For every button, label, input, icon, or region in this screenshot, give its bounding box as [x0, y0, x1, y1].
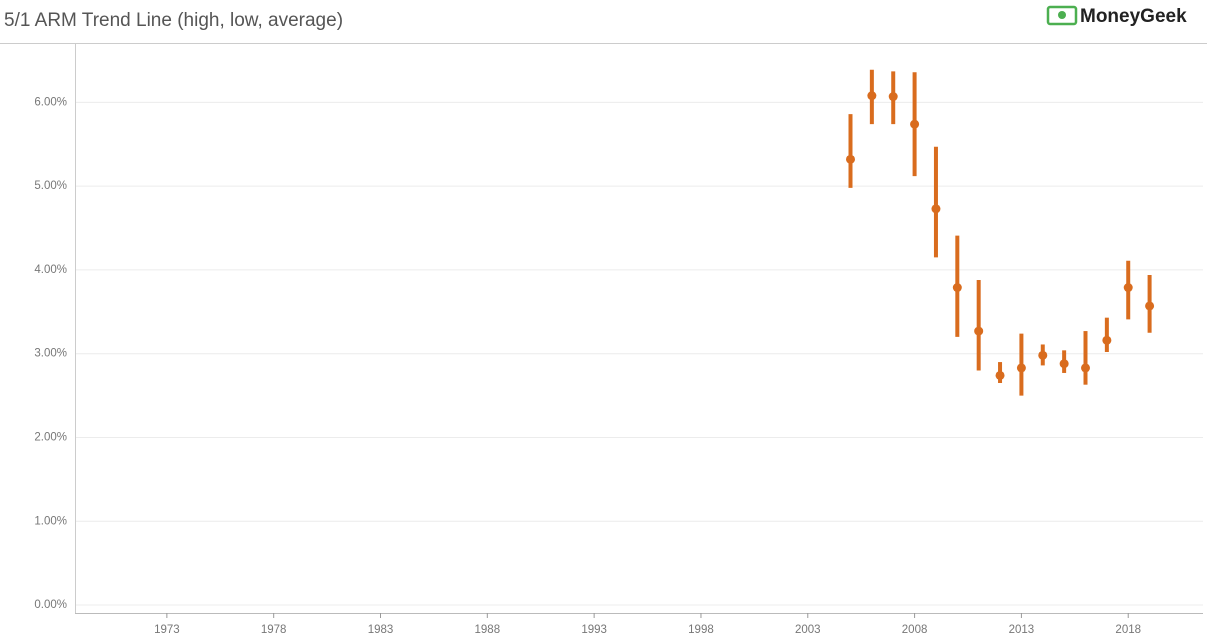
y-tick-label: 5.00% — [34, 180, 67, 192]
average-point — [974, 326, 984, 336]
chart-title: 5/1 ARM Trend Line (high, low, average) — [4, 10, 343, 31]
x-tick-label: 1993 — [581, 624, 607, 636]
x-tick-label: 1973 — [154, 624, 180, 636]
y-tick-label: 0.00% — [34, 599, 67, 611]
x-tick-label: 1983 — [368, 624, 394, 636]
x-tick-label: 2008 — [902, 624, 928, 636]
x-tick-label: 2013 — [1009, 624, 1035, 636]
average-point — [888, 92, 898, 102]
logo: MoneyGeek — [1046, 5, 1187, 27]
y-tick-label: 1.00% — [34, 515, 67, 527]
average-point — [995, 370, 1005, 380]
x-tick-label: 1978 — [261, 624, 287, 636]
average-point — [931, 204, 941, 214]
y-tick-label: 3.00% — [34, 348, 67, 360]
average-point — [867, 91, 877, 101]
y-tick-label: 4.00% — [34, 264, 67, 276]
x-tick-label: 1998 — [688, 624, 714, 636]
x-tick-label: 1988 — [475, 624, 501, 636]
y-tick-label: 6.00% — [34, 96, 67, 108]
logo-text: MoneyGeek — [1080, 6, 1187, 27]
average-point — [1123, 283, 1133, 293]
average-point — [1016, 363, 1026, 373]
logo-icon-dot — [1058, 11, 1066, 19]
logo-icon — [1046, 5, 1078, 26]
x-tick-label: 2018 — [1115, 624, 1141, 636]
average-point — [910, 119, 920, 129]
average-point — [952, 283, 962, 293]
average-point — [1102, 335, 1112, 345]
average-point — [1081, 363, 1090, 373]
average-point — [846, 154, 855, 164]
average-point — [1038, 350, 1048, 360]
y-tick-label: 2.00% — [34, 431, 67, 443]
average-point — [1145, 301, 1155, 311]
x-tick-label: 2003 — [795, 624, 821, 636]
average-point — [1059, 359, 1069, 369]
